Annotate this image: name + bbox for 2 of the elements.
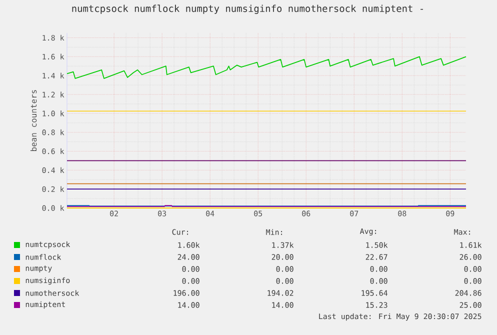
chart-title: numtcpsock numflock numpty numsiginfo numothersock numiptent - [72,4,423,14]
line-series [66,56,466,79]
